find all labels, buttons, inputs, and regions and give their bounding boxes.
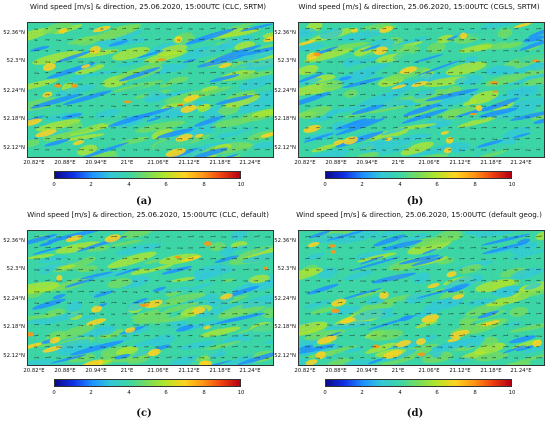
- colorbar-tick: 2: [360, 390, 364, 396]
- lon-label: 21.12°E: [178, 160, 200, 166]
- lat-label: 52.12°N: [3, 145, 25, 151]
- lon-label: 21.18°E: [480, 160, 502, 166]
- lon-label: 21°E: [391, 160, 405, 166]
- lon-label: 21.06°E: [147, 160, 169, 166]
- lon-label: 20.94°E: [85, 368, 107, 374]
- lat-label: 52.36°N: [3, 30, 25, 36]
- lon-label: 21°E: [120, 160, 134, 166]
- panel-title: Wind speed [m/s] & direction, 25.06.2020…: [29, 2, 267, 11]
- lon-label: 20.82°E: [294, 368, 316, 374]
- panel-label: (a): [136, 196, 152, 207]
- lon-label: 20.88°E: [325, 368, 347, 374]
- lat-label: 52.36°N: [3, 238, 25, 244]
- lon-label: 20.82°E: [23, 160, 45, 166]
- lon-label: 21.06°E: [418, 160, 440, 166]
- colorbar-tick: 4: [127, 390, 131, 396]
- colorbar-tick: 2: [89, 390, 93, 396]
- lon-label: 21.12°E: [178, 368, 200, 374]
- wind-speed-map: [27, 230, 274, 366]
- panel-title: Wind speed [m/s] & direction, 25.06.2020…: [296, 210, 542, 219]
- lat-label: 52.12°N: [274, 145, 296, 151]
- colorbar-tick: 0: [52, 182, 56, 188]
- lat-label: 52.12°N: [274, 353, 296, 359]
- wind-speed-map: [298, 230, 545, 366]
- colorbar-tick: 0: [323, 182, 327, 188]
- lon-label: 20.94°E: [356, 160, 378, 166]
- lon-label: 21.18°E: [209, 368, 231, 374]
- panel-title: Wind speed [m/s] & direction, 25.06.2020…: [298, 2, 540, 11]
- colorbar-tick: 4: [127, 182, 131, 188]
- lon-label: 21.06°E: [147, 368, 169, 374]
- lon-label: 21.24°E: [239, 160, 261, 166]
- lon-label: 21.06°E: [418, 368, 440, 374]
- panel-title: Wind speed [m/s] & direction, 25.06.2020…: [27, 210, 269, 219]
- map-panel-b: Wind speed [m/s] & direction, 25.06.2020…: [274, 2, 545, 207]
- lon-label: 20.94°E: [356, 368, 378, 374]
- lon-label: 21.24°E: [510, 160, 532, 166]
- lon-label: 20.82°E: [294, 160, 316, 166]
- lat-label: 52.18°N: [274, 116, 296, 122]
- lat-label: 52.24°N: [274, 88, 296, 94]
- lon-label: 20.82°E: [23, 368, 45, 374]
- colorbar: [325, 171, 512, 179]
- lon-label: 21.24°E: [510, 368, 532, 374]
- colorbar-tick: 2: [360, 182, 364, 188]
- lat-label: 52.24°N: [3, 88, 25, 94]
- lon-label: 20.88°E: [325, 160, 347, 166]
- panel-label: (d): [406, 408, 424, 419]
- lon-label: 21.24°E: [239, 368, 261, 374]
- lat-label: 52.36°N: [274, 30, 296, 36]
- lon-label: 21.12°E: [449, 160, 471, 166]
- lat-label: 52.18°N: [3, 116, 25, 122]
- colorbar-tick: 10: [508, 390, 516, 396]
- colorbar-tick: 8: [473, 390, 477, 396]
- lat-label: 52.36°N: [274, 238, 296, 244]
- lat-label: 52.3°N: [6, 58, 25, 64]
- colorbar: [325, 379, 512, 387]
- lon-label: 20.94°E: [85, 160, 107, 166]
- lon-label: 20.88°E: [54, 160, 76, 166]
- lon-label: 20.88°E: [54, 368, 76, 374]
- colorbar: [54, 171, 241, 179]
- colorbar-tick: 10: [508, 182, 516, 188]
- colorbar-tick: 0: [323, 390, 327, 396]
- lat-label: 52.3°N: [6, 266, 25, 272]
- colorbar-tick: 8: [202, 390, 206, 396]
- lat-label: 52.24°N: [3, 296, 25, 302]
- map-panel-d: Wind speed [m/s] & direction, 25.06.2020…: [274, 210, 545, 419]
- lon-label: 21.12°E: [449, 368, 471, 374]
- colorbar-tick: 8: [202, 182, 206, 188]
- colorbar-tick: 4: [398, 390, 402, 396]
- lon-label: 21.18°E: [480, 368, 502, 374]
- panel-label: (c): [136, 408, 152, 419]
- lat-label: 52.24°N: [274, 296, 296, 302]
- colorbar-tick: 4: [398, 182, 402, 188]
- lat-label: 52.3°N: [277, 266, 296, 272]
- lon-label: 21°E: [391, 368, 405, 374]
- lon-label: 21°E: [120, 368, 134, 374]
- colorbar: [54, 379, 241, 387]
- colorbar-tick: 8: [473, 182, 477, 188]
- colorbar-tick: 6: [435, 390, 439, 396]
- map-panel-a: Wind speed [m/s] & direction, 25.06.2020…: [3, 2, 274, 207]
- lat-label: 52.18°N: [274, 324, 296, 330]
- colorbar-tick: 10: [237, 182, 245, 188]
- lon-label: 21.18°E: [209, 160, 231, 166]
- lat-label: 52.12°N: [3, 353, 25, 359]
- colorbar-tick: 6: [435, 182, 439, 188]
- colorbar-tick: 10: [237, 390, 245, 396]
- wind-speed-map: [298, 22, 545, 158]
- lat-label: 52.18°N: [3, 324, 25, 330]
- wind-speed-map: [27, 22, 274, 158]
- colorbar-tick: 2: [89, 182, 93, 188]
- lat-label: 52.3°N: [277, 58, 296, 64]
- colorbar-tick: 6: [164, 182, 168, 188]
- panel-label: (b): [406, 196, 424, 207]
- colorbar-tick: 6: [164, 390, 168, 396]
- map-panel-c: Wind speed [m/s] & direction, 25.06.2020…: [3, 210, 274, 419]
- colorbar-tick: 0: [52, 390, 56, 396]
